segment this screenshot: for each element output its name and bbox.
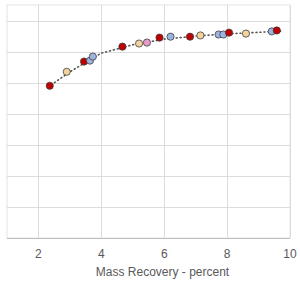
plot-frame <box>7 5 290 238</box>
y-grid-line <box>7 176 290 177</box>
point <box>63 68 70 75</box>
x-tick-label: 10 <box>283 247 297 261</box>
point <box>89 53 96 60</box>
y-grid-line <box>7 238 290 239</box>
x-grid-line <box>38 5 39 238</box>
y-grid-line <box>7 207 290 208</box>
point <box>135 40 142 47</box>
point <box>186 33 193 40</box>
point <box>273 27 280 34</box>
point <box>225 29 232 36</box>
y-grid-line <box>7 52 290 53</box>
plot-area <box>46 27 280 89</box>
point <box>119 43 126 50</box>
point <box>143 39 150 46</box>
x-tick-label: 2 <box>35 247 42 261</box>
x-grid-line <box>290 5 291 238</box>
point <box>156 34 163 41</box>
trend-line <box>48 31 281 87</box>
point <box>167 33 174 40</box>
y-grid-line <box>7 114 290 115</box>
x-grid-line <box>101 5 102 238</box>
y-grid-line <box>7 145 290 146</box>
y-grid-line <box>7 21 290 22</box>
point <box>242 30 249 37</box>
x-grid-line <box>227 5 228 238</box>
point <box>197 32 204 39</box>
point <box>46 82 53 89</box>
x-axis-label: Mass Recovery - percent <box>96 265 230 279</box>
x-tick-label: 6 <box>161 247 168 261</box>
x-tick-label: 4 <box>98 247 105 261</box>
chart: 2 4 6 8 10 Mass Recovery - percent <box>0 0 300 300</box>
x-tick-label: 8 <box>224 247 231 261</box>
x-axis-line <box>7 238 290 239</box>
